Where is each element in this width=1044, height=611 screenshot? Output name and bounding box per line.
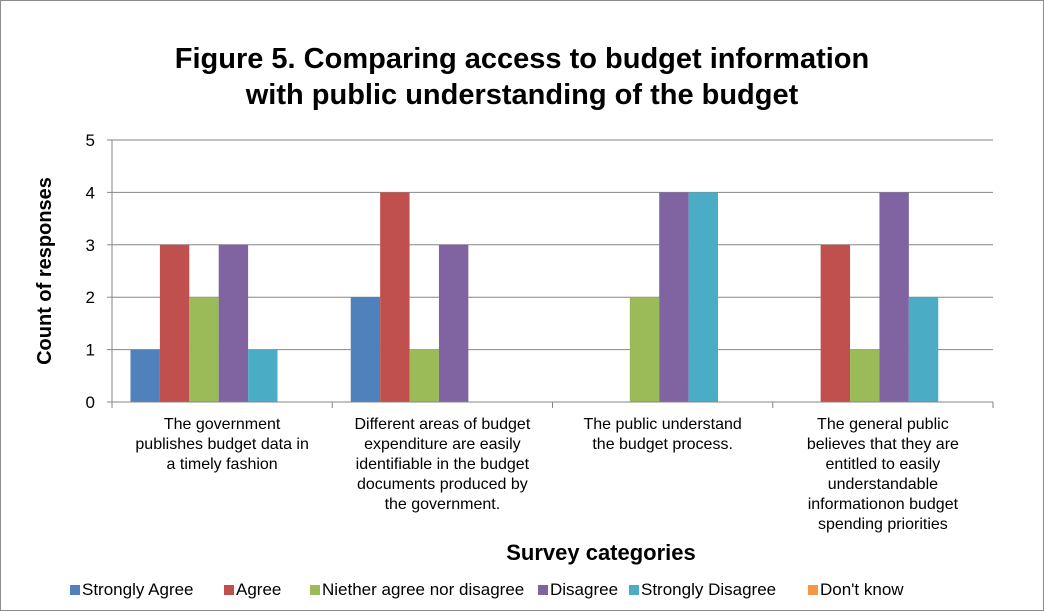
bar-strongly-disagree-3 [908, 297, 939, 402]
bar-niether-agree-nor-disagree-1 [409, 349, 439, 402]
bar-agree-3 [820, 244, 851, 402]
x-category-label: understandable [828, 476, 938, 493]
axis-titles: Count of responses Survey categories [34, 177, 696, 565]
bar-disagree-3 [879, 192, 909, 402]
x-category-label: the budget process. [592, 436, 733, 453]
bar-niether-agree-nor-disagree-2 [629, 297, 660, 402]
y-tick-label: 0 [86, 393, 95, 412]
legend-swatch [70, 585, 80, 595]
x-axis-title: Survey categories [506, 540, 696, 565]
y-tick-label: 4 [86, 183, 95, 202]
x-category-label: informationon budget [808, 496, 959, 513]
bar-disagree-0 [218, 244, 249, 402]
legend-swatch [808, 585, 818, 595]
chart-title-line: with public understanding of the budget [245, 79, 799, 111]
bar-disagree-1 [438, 244, 469, 402]
x-category-label: The government [164, 416, 281, 433]
legend-swatch [629, 585, 639, 595]
x-category-labels: The government publishes budget data in a … [135, 416, 959, 533]
legend-label: Niether agree nor disagree [322, 580, 524, 599]
x-category-label: Different areas of budget [354, 416, 530, 433]
y-tick-label: 1 [86, 341, 95, 360]
x-category-label: The public understand [583, 416, 741, 433]
x-category-label: publishes budget data in [135, 436, 308, 453]
y-tick-labels: 0 1 2 3 4 5 [86, 131, 95, 412]
legend-label: Agree [236, 580, 281, 599]
legend-label: Don't know [820, 580, 904, 599]
chart-title-line: Figure 5. Comparing access to budget inf… [175, 43, 869, 75]
legend-swatch [224, 585, 234, 595]
y-tick-label: 5 [86, 131, 95, 150]
y-axis-title: Count of responses [34, 177, 56, 365]
y-tick-label: 2 [86, 288, 95, 307]
bar-niether-agree-nor-disagree-0 [189, 297, 219, 402]
axes [107, 139, 994, 408]
x-category-label: documents produced by [357, 476, 528, 493]
bar-agree-0 [159, 244, 190, 402]
legend-label: Strongly Disagree [641, 580, 776, 599]
bar-strongly-disagree-0 [248, 349, 278, 402]
legend-swatch [538, 585, 548, 595]
x-category-label: expenditure are easily [364, 436, 521, 453]
bar-strongly-agree-1 [350, 297, 381, 402]
x-category-label: a timely fashion [167, 456, 278, 473]
bar-disagree-2 [659, 192, 689, 402]
x-category-label: The general public [817, 416, 949, 433]
bar-niether-agree-nor-disagree-3 [850, 349, 880, 402]
legend-label: Strongly Agree [82, 580, 194, 599]
legend-label: Disagree [550, 580, 618, 599]
legend: Strongly Agree Agree Niether agree nor dis… [70, 580, 904, 599]
x-category-label: entitled to easily [826, 456, 941, 473]
bar-agree-1 [380, 192, 410, 402]
x-category-label: spending priorities [818, 516, 948, 533]
bar-strongly-agree-0 [130, 349, 160, 402]
chart-title: Figure 5. Comparing access to budget inf… [175, 43, 869, 111]
x-category-label: the government. [385, 496, 501, 513]
bar-strongly-disagree-2 [688, 192, 718, 402]
x-category-label: believes that they are [807, 436, 959, 453]
bars [130, 192, 939, 402]
x-category-label: identifiable in the budget [356, 456, 530, 473]
y-tick-label: 3 [86, 236, 95, 255]
legend-swatch [310, 585, 320, 595]
